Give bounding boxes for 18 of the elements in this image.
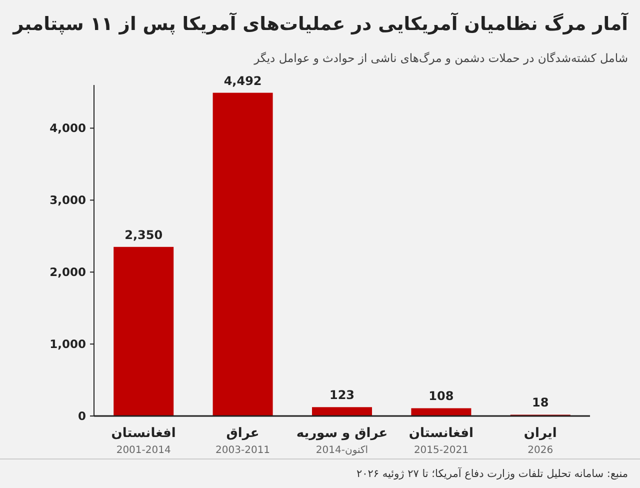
data-label: 108	[428, 389, 454, 404]
y-tick-label: 3,000	[50, 193, 86, 208]
y-tick-label: 2,000	[50, 265, 86, 280]
chart-title: آمار مرگ نظامیان آمریکایی در عملیات‌های آمریکا پس از ۱۱ سپتامبر	[12, 12, 629, 35]
y-tick-label: 1,000	[50, 337, 86, 352]
chart-subtitle: شامل کشته‌شدگان در حملات دشمن و مرگ‌های ناشی از حوادث و عوامل دیگر	[253, 51, 628, 65]
bar	[114, 246, 174, 416]
category-label: عراق و سوریه 2014-اکنون	[296, 426, 388, 456]
data-label: 4,492	[224, 74, 262, 88]
y-tick-label: 4,000	[50, 121, 86, 136]
data-label: 2,350	[124, 228, 163, 242]
bar	[312, 407, 372, 416]
text: منبع: سامانه تحلیل تلفات وزارت دفاع آمریکا؛ تا ۲۷ ژوئیه ۲۰۲۶	[356, 467, 628, 480]
y-tick-label: 0	[78, 409, 86, 423]
data-label: 123	[329, 388, 355, 402]
data-label: 18	[532, 396, 549, 410]
bar	[212, 92, 273, 416]
bar	[411, 408, 472, 416]
